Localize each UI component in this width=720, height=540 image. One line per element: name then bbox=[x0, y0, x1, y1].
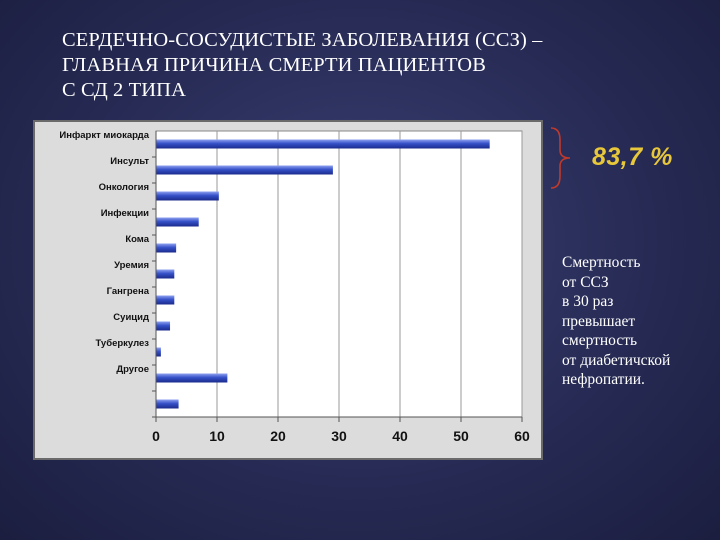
bar bbox=[156, 347, 161, 357]
bar bbox=[156, 269, 175, 279]
category-label: Гангрена bbox=[107, 286, 150, 297]
bar bbox=[156, 165, 333, 175]
x-tick-label: 20 bbox=[270, 428, 286, 444]
note-line: превышает bbox=[562, 312, 636, 330]
category-label: Туберкулез bbox=[95, 338, 149, 349]
title-line: ГЛАВНАЯ ПРИЧИНА СМЕРТИ ПАЦИЕНТОВ bbox=[62, 54, 486, 76]
category-label: Инфаркт миокарда bbox=[59, 130, 149, 141]
category-label: Уремия bbox=[114, 260, 149, 271]
category-label: Инфекции bbox=[101, 208, 149, 219]
bar bbox=[156, 399, 179, 409]
bar bbox=[156, 295, 175, 305]
category-label: Онкология bbox=[99, 182, 149, 193]
bar bbox=[156, 217, 199, 227]
mortality-note: Смертность от ССЗ в 30 раз превышает сме… bbox=[562, 253, 718, 390]
note-line: смертность bbox=[562, 332, 638, 349]
brace-icon bbox=[550, 127, 571, 189]
x-tick-label: 30 bbox=[331, 428, 347, 444]
mortality-chart: Инфаркт миокарда Инсульт Онкология Инфекции… bbox=[33, 120, 543, 460]
x-tick-label: 60 bbox=[514, 428, 530, 444]
bar bbox=[156, 243, 177, 253]
category-label: Другое bbox=[116, 364, 149, 375]
cvd-share-value: 83,7 % bbox=[592, 143, 673, 171]
note-line: от диабетичской bbox=[562, 351, 671, 369]
title-line: СЕРДЕЧНО-СОСУДИСТЫЕ ЗАБОЛЕВАНИЯ (ССЗ) – bbox=[62, 29, 543, 51]
title-line: С СД 2 ТИПА bbox=[62, 79, 186, 101]
note-line: в 30 раз bbox=[562, 293, 614, 310]
category-label: Кома bbox=[125, 234, 149, 245]
x-tick-label: 0 bbox=[152, 428, 160, 444]
note-line: от ССЗ bbox=[562, 273, 609, 291]
category-label: Суицид bbox=[113, 312, 149, 323]
note-line: нефропатии. bbox=[562, 371, 645, 388]
note-line: Смертность bbox=[562, 254, 641, 271]
bar bbox=[156, 191, 219, 201]
slide-title: СЕРДЕЧНО-СОСУДИСТЫЕ ЗАБОЛЕВАНИЯ (ССЗ) – … bbox=[62, 28, 702, 103]
x-tick-label: 10 bbox=[209, 428, 225, 444]
x-tick-label: 40 bbox=[392, 428, 408, 444]
chart-canvas: Инфаркт миокарда Инсульт Онкология Инфекции… bbox=[59, 130, 530, 444]
bar bbox=[156, 139, 490, 149]
category-label: Инсульт bbox=[110, 156, 149, 167]
x-tick-label: 50 bbox=[453, 428, 469, 444]
bar bbox=[156, 373, 228, 383]
bar bbox=[156, 321, 171, 331]
